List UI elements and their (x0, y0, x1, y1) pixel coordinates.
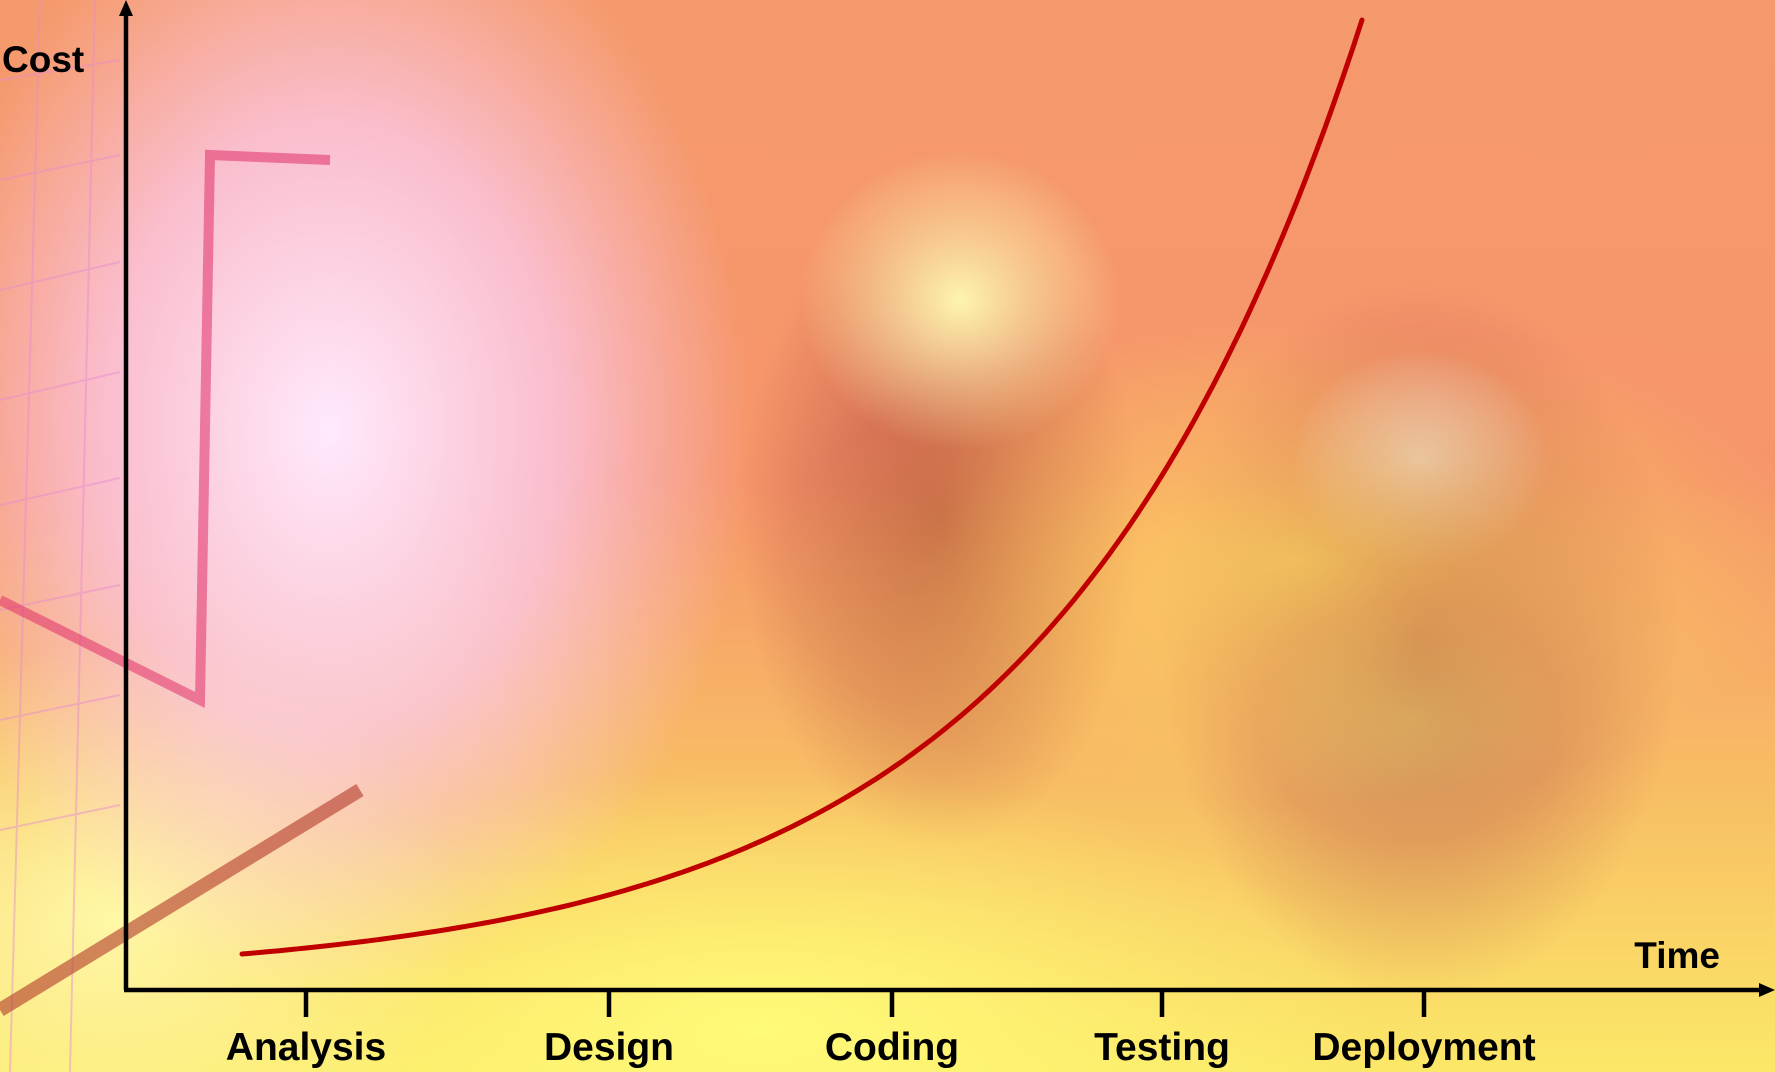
y-axis-label: Cost (2, 39, 84, 80)
y-axis-arrowhead (119, 0, 133, 16)
background-diagonal-stroke (0, 784, 364, 1016)
x-axis-label: Time (1634, 935, 1720, 976)
x-tick-label: Testing (1094, 1026, 1230, 1069)
x-axis-ticks: Analysis Design Coding Testing Deployment (226, 990, 1536, 1069)
background-red-zigzag (0, 149, 331, 709)
x-tick-label: Coding (825, 1026, 959, 1069)
background-grid-paper (0, 0, 121, 1072)
x-tick-label: Design (544, 1026, 674, 1069)
x-axis-arrowhead (1759, 983, 1775, 997)
x-tick-label: Deployment (1312, 1026, 1535, 1069)
cost-curve-line (239, 17, 1365, 957)
x-tick-label: Analysis (226, 1026, 386, 1069)
